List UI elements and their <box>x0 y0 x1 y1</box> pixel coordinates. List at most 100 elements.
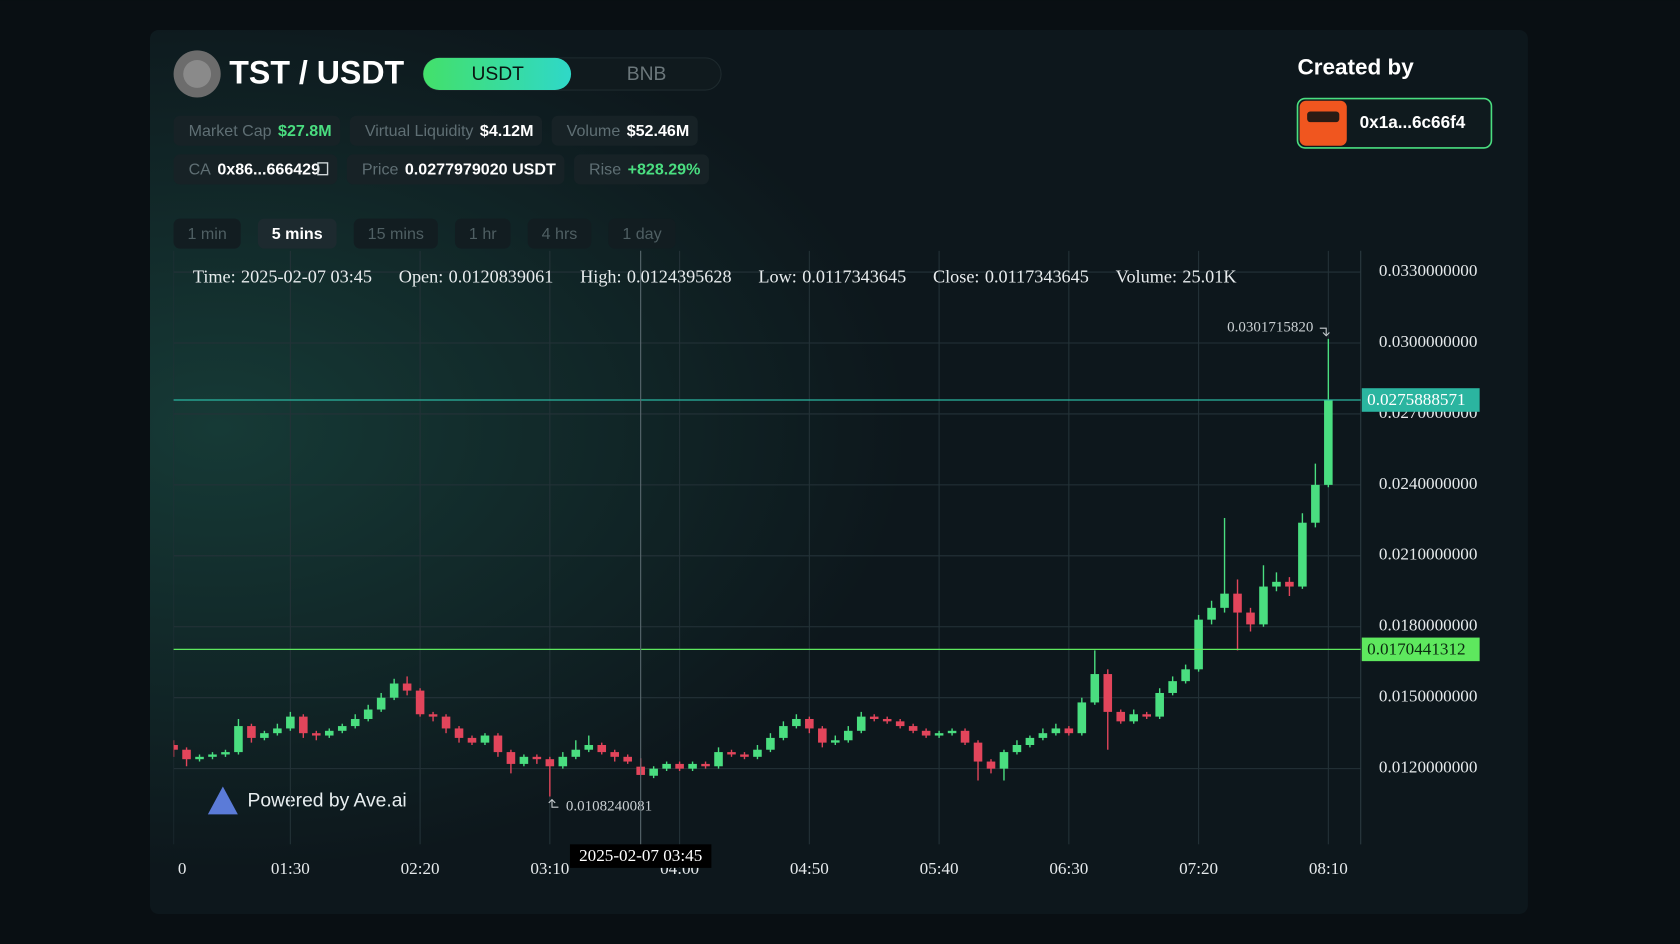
candle-body <box>947 730 957 734</box>
candle-body <box>714 752 723 767</box>
x-tick-label: 01:30 <box>271 859 310 878</box>
y-tick-label: 0.0180000000 <box>1379 616 1477 635</box>
candle-body <box>882 718 892 722</box>
tooltip-field: Close: 0.0117343645 <box>933 267 1089 287</box>
copy-icon[interactable] <box>317 162 329 176</box>
price-line-label: 0.0275888571 <box>1367 390 1465 409</box>
candle-body <box>376 697 386 710</box>
crosshair-label: 2025-02-07 03:45 <box>579 846 702 865</box>
x-tick-label: 06:30 <box>1049 859 1088 878</box>
candle-body <box>805 718 814 729</box>
candle-body <box>571 749 581 757</box>
stat-text: Price 0.0277979020 USDT <box>362 161 556 179</box>
candle-body <box>843 730 853 741</box>
timeframe-label[interactable]: 5 mins <box>272 225 323 243</box>
candle-body <box>1220 593 1229 608</box>
creator-icon-detail <box>1307 111 1340 123</box>
candle-body <box>727 752 736 755</box>
tooltip-field: Low: 0.0117343645 <box>758 267 906 287</box>
currency-option[interactable]: USDT <box>471 64 524 85</box>
tooltip-value: 0.0124395628 <box>627 267 732 287</box>
candle-body <box>1285 581 1294 587</box>
candle-body <box>1324 399 1333 485</box>
candle-body <box>195 756 204 760</box>
stat-pill <box>551 115 698 146</box>
candle-body <box>247 726 256 738</box>
creator-address[interactable]: 0x1a...6c66f4 <box>1360 112 1466 132</box>
stat-label: Price <box>362 161 399 179</box>
timeframe-button[interactable] <box>353 218 438 249</box>
candle-body <box>792 718 801 727</box>
candle-body <box>312 733 321 736</box>
candle-body <box>389 683 399 698</box>
timeframe-button[interactable] <box>608 218 676 249</box>
timeframe-button[interactable] <box>527 218 592 249</box>
tooltip-value: 0.0120839061 <box>449 267 554 287</box>
candle-body <box>675 763 684 769</box>
candle-body <box>1025 737 1035 745</box>
stat-text: Rise +828.29% <box>589 161 700 179</box>
stat-label: Virtual Liquidity <box>365 122 474 140</box>
timeframe-label[interactable]: 1 day <box>622 225 661 243</box>
stat-pill <box>173 154 338 185</box>
candle-body <box>221 752 230 755</box>
x-tick-label: 03:10 <box>530 859 569 878</box>
candle-body <box>1272 581 1281 587</box>
price-line-tag <box>1361 637 1480 662</box>
watermark: Powered by Ave.ai <box>207 786 407 815</box>
axes: 0.0120000000 0.0150000000 0.0180000000 0.02… <box>178 261 1478 878</box>
stat-value: $52.46M <box>627 122 690 140</box>
candle-body <box>1246 612 1255 625</box>
creator-icon <box>1299 100 1347 146</box>
candle-body <box>701 763 710 767</box>
price-line-tag <box>1361 388 1480 412</box>
currency-option[interactable]: BNB <box>627 64 667 85</box>
stat-pill <box>349 115 543 146</box>
timeframe-button[interactable] <box>454 218 511 249</box>
x-tick-label: 0 <box>178 859 187 878</box>
candle-body <box>986 761 996 769</box>
timeframe-label[interactable]: 1 hr <box>469 225 497 243</box>
min-arrow <box>548 798 559 808</box>
candle-body <box>1259 586 1268 625</box>
created-by-title: Created by <box>1298 55 1415 80</box>
candle-body <box>921 730 931 736</box>
candle-body <box>779 726 788 738</box>
candle-body <box>1168 681 1177 693</box>
candle-body <box>1090 674 1100 703</box>
candle-body <box>934 733 944 736</box>
candle-body <box>454 728 464 738</box>
timeframe-button[interactable] <box>257 218 337 249</box>
tooltip-field: Open: 0.0120839061 <box>399 267 554 287</box>
tooltip-label: Time: <box>193 267 236 287</box>
x-tick-label: 04:50 <box>790 859 829 878</box>
candle-body <box>545 759 555 767</box>
card <box>150 30 1528 914</box>
candle-body <box>532 756 542 760</box>
candle-body <box>1233 593 1242 613</box>
candle-body <box>1129 714 1139 722</box>
stat-value: 0.0277979020 USDT <box>405 161 556 179</box>
candle-body <box>1155 692 1164 717</box>
candle-body <box>1012 744 1022 753</box>
stat-value: 0x86...666429 <box>217 161 320 179</box>
timeframe-label[interactable]: 4 hrs <box>542 225 578 243</box>
timeframe-label[interactable]: 1 min <box>188 225 227 243</box>
candle-body <box>260 733 269 738</box>
stat-label: Market Cap <box>189 122 272 140</box>
y-tick-label: 0.0300000000 <box>1379 332 1477 351</box>
candle-body <box>324 730 334 736</box>
price-line-label: 0.0170441312 <box>1367 639 1465 658</box>
stat-label: Volume <box>567 122 621 140</box>
timeframe-label[interactable]: 15 mins <box>368 225 424 243</box>
stat-value: $4.12M <box>480 122 534 140</box>
candle-body <box>173 744 178 750</box>
candle-body <box>1298 522 1307 587</box>
candle-body <box>856 716 866 731</box>
candle-body <box>480 735 490 743</box>
candle-body <box>895 721 905 727</box>
tooltip-label: High: <box>580 267 621 287</box>
x-tick-label: 08:10 <box>1309 859 1348 878</box>
timeframe-button[interactable] <box>173 218 241 249</box>
